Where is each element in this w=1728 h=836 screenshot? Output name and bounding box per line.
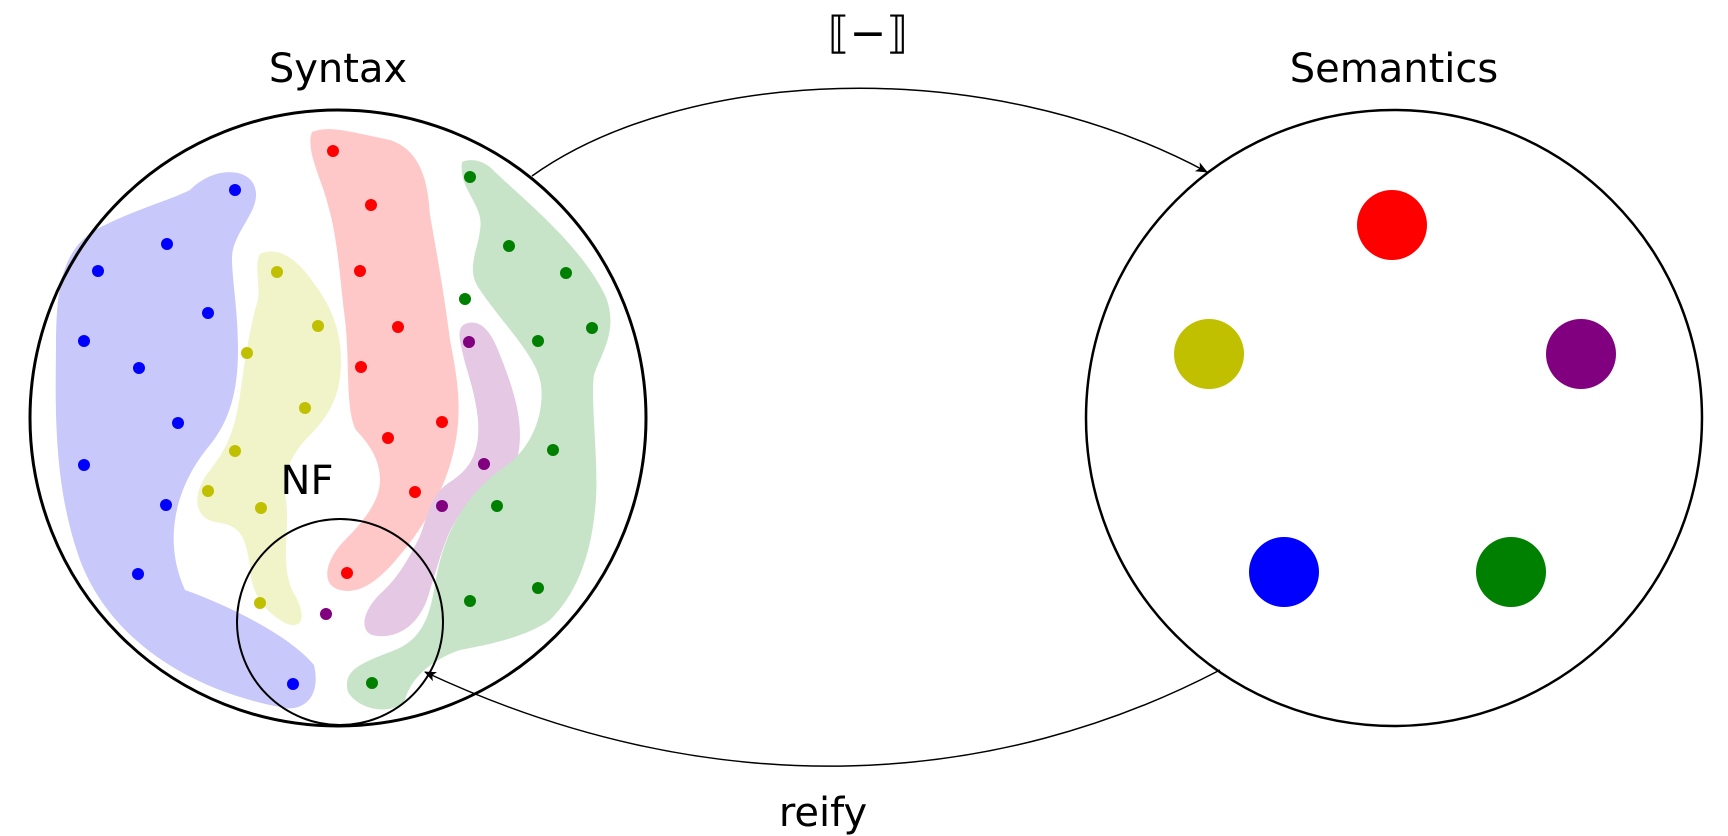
semantic-values (1174, 190, 1616, 607)
green-term-dot (464, 171, 476, 183)
reify-arrow (424, 669, 1221, 767)
term-dots (78, 145, 598, 690)
equivalence-regions (55, 129, 611, 710)
blue-semantic-value (1249, 537, 1319, 607)
blue-term-dot (172, 417, 184, 429)
blue-region (55, 172, 316, 709)
yellow-semantic-value (1174, 319, 1244, 389)
purple-term-dot (463, 336, 475, 348)
green-region (346, 160, 611, 710)
yellow-term-dot (312, 320, 324, 332)
green-term-dot (532, 335, 544, 347)
green-term-dot (547, 444, 559, 456)
blue-term-dot (133, 362, 145, 374)
red-term-dot (355, 361, 367, 373)
red-term-dot (365, 199, 377, 211)
blue-term-dot (202, 307, 214, 319)
yellow-term-dot (202, 485, 214, 497)
green-term-dot (503, 240, 515, 252)
denotation-label: ⟦−⟧ (828, 8, 908, 59)
red-region (310, 129, 459, 591)
red-term-dot (392, 321, 404, 333)
semantics-circle (1084, 108, 1704, 728)
normal-forms-circle (236, 518, 444, 726)
yellow-term-dot (241, 347, 253, 359)
red-term-dot (382, 432, 394, 444)
blue-term-dot (287, 678, 299, 690)
purple-region (364, 322, 520, 637)
red-term-dot (409, 486, 421, 498)
yellow-term-dot (271, 266, 283, 278)
purple-semantic-value (1546, 319, 1616, 389)
yellow-term-dot (299, 402, 311, 414)
green-term-dot (532, 582, 544, 594)
green-semantic-value (1476, 537, 1546, 607)
blue-term-dot (132, 568, 144, 580)
red-semantic-value (1357, 190, 1427, 260)
purple-term-dot (320, 608, 332, 620)
blue-term-dot (160, 499, 172, 511)
syntax-circle (28, 108, 648, 728)
syntax-label: Syntax (269, 46, 407, 92)
green-term-dot (586, 322, 598, 334)
green-term-dot (464, 595, 476, 607)
yellow-term-dot (229, 445, 241, 457)
normal-forms-label: NF (281, 458, 334, 504)
purple-term-dot (436, 500, 448, 512)
green-term-dot (560, 267, 572, 279)
green-term-dot (491, 500, 503, 512)
blue-term-dot (229, 184, 241, 196)
yellow-term-dot (254, 597, 266, 609)
reify-label: reify (779, 790, 867, 836)
green-term-dot (459, 293, 471, 305)
denotation-arrow (531, 87, 1208, 177)
red-term-dot (327, 145, 339, 157)
red-term-dot (341, 567, 353, 579)
red-term-dot (436, 416, 448, 428)
green-term-dot (366, 677, 378, 689)
blue-term-dot (78, 335, 90, 347)
red-term-dot (354, 265, 366, 277)
yellow-term-dot (255, 502, 267, 514)
blue-term-dot (92, 265, 104, 277)
semantics-label: Semantics (1290, 46, 1498, 92)
yellow-region (197, 251, 342, 626)
blue-term-dot (78, 459, 90, 471)
purple-term-dot (478, 458, 490, 470)
blue-term-dot (161, 238, 173, 250)
